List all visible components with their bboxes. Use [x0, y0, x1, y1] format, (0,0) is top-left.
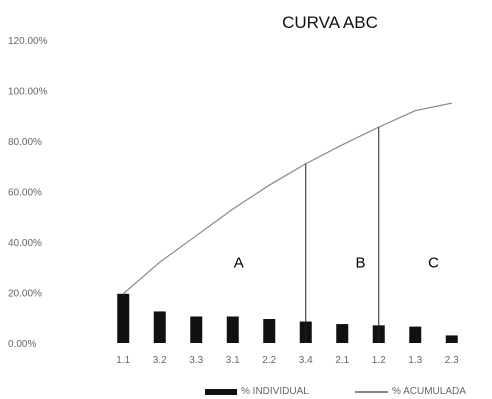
bar [190, 316, 203, 343]
x-tick-label: 1.3 [408, 355, 422, 366]
zone-label-b: B [355, 254, 365, 271]
legend-label-cumulative: % ACUMULADA [392, 386, 466, 397]
x-axis: 1.1 3.2 3.3 3.1 2.2 3.4 2.1 1.2 1.3 2.3 [116, 355, 459, 366]
cumulative-line-series [122, 102, 452, 295]
x-tick-label: 3.2 [153, 355, 167, 366]
bar [445, 335, 458, 343]
y-axis: 0.00% 20.00% 40.00% 60.00% 80.00% 100.00% 120.… [8, 36, 48, 350]
x-tick-label: 1.1 [116, 355, 130, 366]
legend-swatch-individual [205, 389, 237, 395]
cumulative-line [122, 102, 452, 295]
bar [263, 319, 276, 343]
y-tick-label: 100.00% [8, 87, 48, 98]
chart-title: CURVA ABC [282, 13, 378, 32]
y-tick-label: 20.00% [8, 289, 42, 300]
bar-series [117, 293, 458, 343]
y-tick-label: 80.00% [8, 137, 42, 148]
bar [226, 316, 239, 343]
zone-label-a: A [234, 254, 244, 271]
x-tick-label: 2.1 [335, 355, 349, 366]
x-tick-label: 3.1 [226, 355, 240, 366]
zone-boundary-lines [305, 127, 380, 343]
bar [409, 326, 422, 343]
zone-labels: A B C [234, 254, 439, 271]
zone-label-c: C [428, 254, 439, 271]
bar [153, 311, 166, 343]
x-tick-label: 3.3 [189, 355, 203, 366]
legend: % INDIVIDUAL % ACUMULADA [205, 386, 466, 397]
y-tick-label: 60.00% [8, 188, 42, 199]
bar [336, 324, 349, 343]
y-tick-label: 40.00% [8, 238, 42, 249]
x-tick-label: 2.2 [262, 355, 276, 366]
legend-label-individual: % INDIVIDUAL [241, 386, 309, 397]
x-tick-label: 1.2 [372, 355, 386, 366]
x-tick-label: 3.4 [299, 355, 313, 366]
y-tick-label: 0.00% [8, 339, 36, 350]
x-tick-label: 2.3 [445, 355, 459, 366]
y-tick-label: 120.00% [8, 36, 48, 47]
bar [117, 293, 130, 343]
